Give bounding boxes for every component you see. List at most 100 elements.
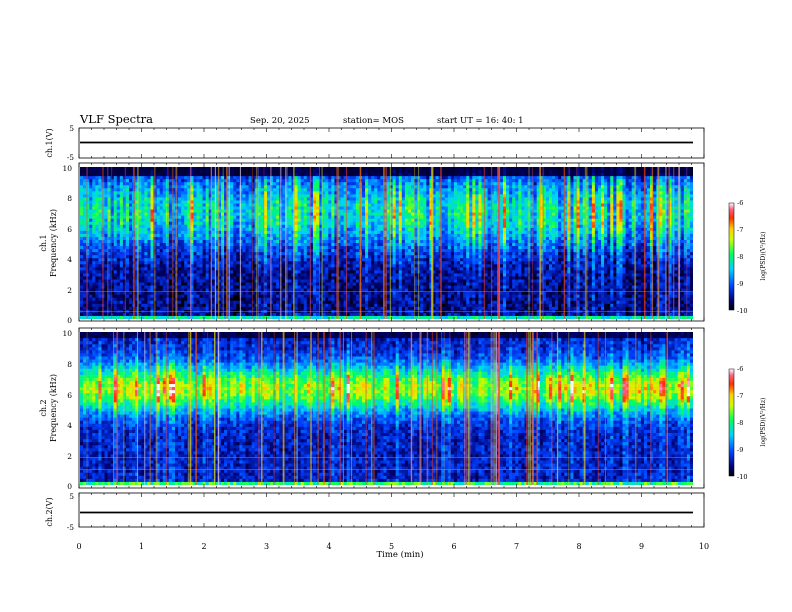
spectrogram-cell: [374, 170, 378, 174]
spectrogram-cell: [276, 312, 280, 317]
spectrogram-cell: [104, 264, 108, 268]
spectrogram-cell: [104, 252, 108, 256]
spectrogram-cell: [202, 182, 206, 186]
spectrogram-cell: [340, 249, 344, 253]
spectrogram-cell: [147, 285, 151, 289]
spectrogram-cell: [316, 303, 320, 308]
spectrogram-cell: [288, 182, 292, 186]
spectrogram-cell: [214, 218, 219, 223]
spectrogram-cell: [156, 243, 160, 247]
spectrogram-cell: [98, 285, 102, 289]
spectrogram-cell: [340, 291, 344, 295]
spectrogram-cell: [138, 233, 142, 238]
spectrogram-cell: [285, 261, 289, 265]
spectrogram-cell: [334, 312, 338, 317]
spectrogram-cell: [263, 206, 268, 210]
spectrogram-cell: [150, 179, 154, 183]
spectrogram-cell: [300, 258, 305, 262]
spectrogram-cell: [331, 206, 335, 210]
spectrogram-cell: [193, 206, 197, 210]
spectrogram-cell: [300, 194, 305, 198]
spectrogram-cell: [355, 197, 360, 201]
spectrogram-cell: [282, 203, 286, 207]
spectrogram-cell: [80, 303, 84, 308]
spectrogram-cell: [83, 215, 87, 219]
spectrogram-cell: [196, 185, 200, 189]
spectrogram-cell: [340, 203, 344, 207]
spectrogram-cell: [233, 230, 237, 235]
spectrogram-cell: [190, 294, 194, 299]
spectrogram-cell: [374, 197, 378, 201]
spectrogram-cell: [288, 176, 292, 180]
spectrogram-cell: [328, 246, 332, 250]
spectrogram-cell: [349, 230, 354, 235]
spectrogram-cell: [316, 270, 320, 274]
spectrogram-cell: [352, 179, 357, 183]
spectrogram-cell: [230, 203, 234, 207]
spectrogram-cell: [276, 306, 280, 311]
spectrogram-cell: [171, 194, 176, 198]
spectrogram-cell: [119, 215, 124, 219]
spectrogram-cell: [150, 176, 154, 180]
spectrogram-cell: [86, 261, 90, 265]
spectrogram-cell: [368, 224, 372, 229]
spectrogram-cell: [352, 300, 357, 305]
spectrogram-cell: [374, 255, 378, 259]
spectrogram-cell: [110, 191, 115, 195]
spectrogram-cell: [104, 218, 108, 223]
spectrogram-cell: [122, 246, 127, 250]
spectrogram-cell: [273, 206, 277, 210]
spectrogram-cell: [178, 303, 182, 308]
spectrogram-cell: [236, 173, 240, 177]
spectrogram-cell: [276, 206, 280, 210]
spectrogram-cell: [312, 249, 317, 253]
spectrogram-cell: [334, 255, 338, 259]
spectrogram-cell: [178, 252, 182, 256]
spectrogram-cell: [141, 173, 145, 177]
spectrogram-cell: [236, 246, 240, 250]
spectrogram-cell: [239, 239, 243, 244]
spectrogram-cell: [279, 197, 283, 201]
spectrogram-cell: [266, 191, 271, 195]
spectrogram-cell: [355, 218, 360, 223]
spectrogram-cell: [116, 279, 121, 283]
spectrogram-cell: [273, 306, 277, 311]
spectrogram-cell: [371, 252, 375, 256]
spectrogram-cell: [319, 212, 323, 216]
spectrogram-cell: [263, 315, 268, 319]
spectrogram-cell: [159, 212, 164, 216]
spectrogram-cell: [239, 203, 243, 207]
spectrogram-cell: [355, 221, 360, 226]
spectrogram-cell: [211, 188, 216, 192]
spectrogram-cell: [337, 194, 341, 198]
spectrogram-cell: [83, 270, 87, 274]
spectrogram-cell: [242, 246, 246, 250]
spectrogram-cell: [270, 230, 274, 235]
spectrogram-cell: [352, 170, 357, 174]
spectrogram-cell: [260, 236, 265, 241]
spectrogram-cell: [337, 179, 341, 183]
spectrogram-cell: [334, 233, 338, 238]
spectrogram-cell: [104, 291, 108, 295]
spectrogram-cell: [230, 233, 234, 238]
spectrogram-cell: [178, 224, 182, 229]
spectrogram-cell: [266, 233, 271, 238]
spectrogram-cell: [214, 300, 219, 305]
spectrogram-cell: [113, 176, 118, 180]
spectrogram-cell: [220, 215, 225, 219]
spectrogram-cell: [245, 215, 249, 219]
spectrogram-cell: [365, 285, 369, 289]
spectrogram-cell: [211, 233, 216, 238]
spectrogram-cell: [306, 209, 311, 213]
spectrogram-cell: [104, 176, 108, 180]
spectrogram-cell: [349, 267, 354, 271]
spectrogram-cell: [276, 243, 280, 247]
spectrogram-cell: [95, 227, 99, 232]
spectrogram-cell: [190, 285, 194, 289]
spectrogram-cell: [220, 267, 225, 271]
spectrogram-cell: [297, 312, 301, 317]
spectrogram-cell: [165, 270, 170, 274]
spectrogram-cell: [113, 312, 118, 317]
spectrogram-cell: [168, 303, 173, 308]
spectrogram-cell: [257, 167, 262, 171]
